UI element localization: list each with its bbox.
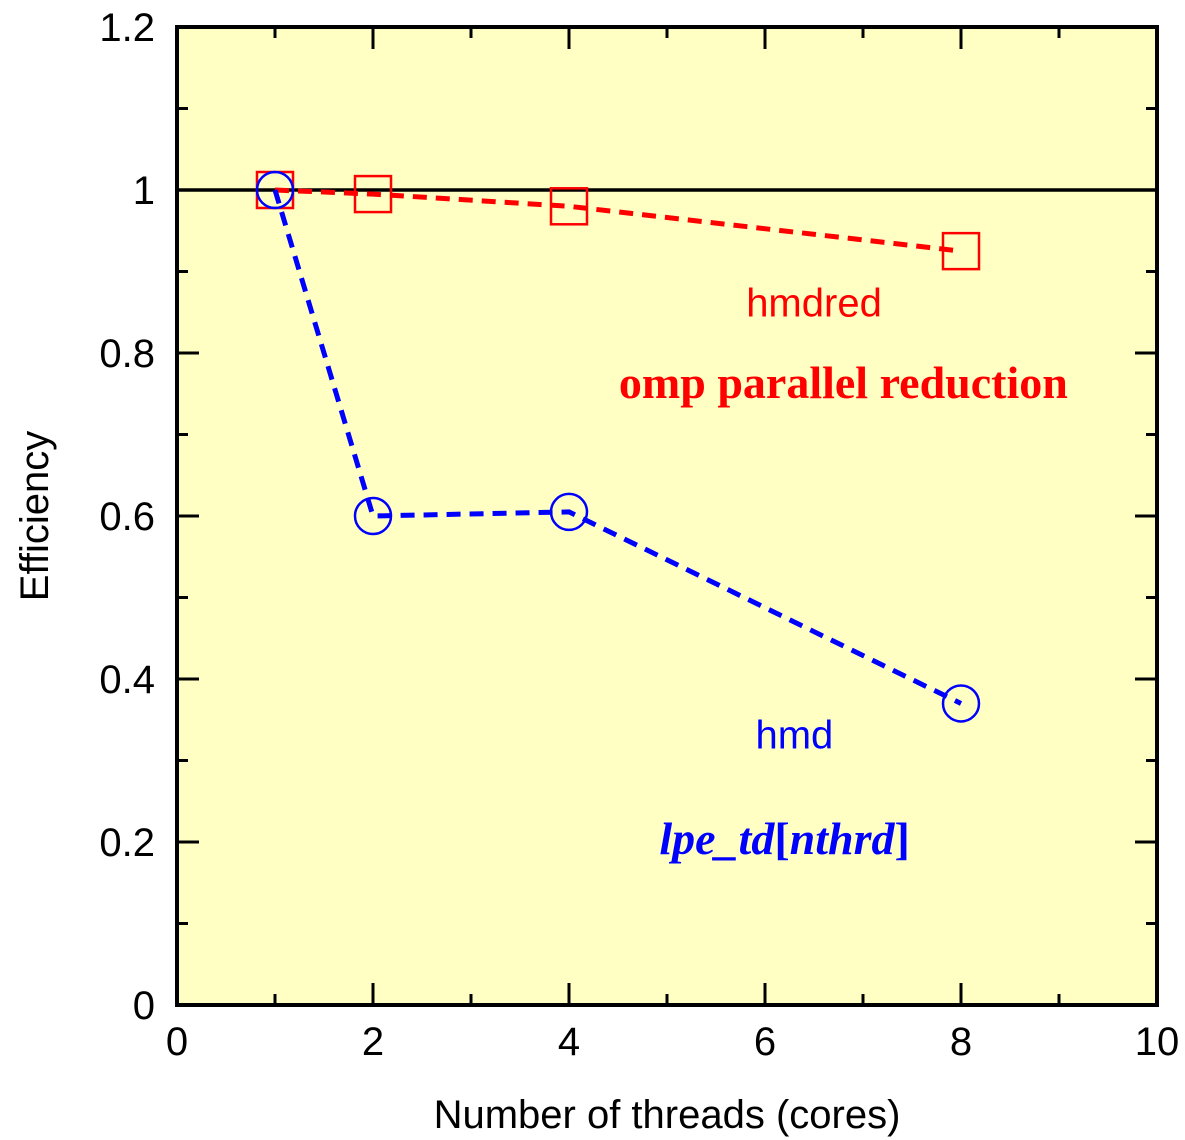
x-axis-title: Number of threads (cores) [434,1093,901,1137]
x-tick-label: 0 [166,1020,188,1064]
annotation-label: omp parallel reduction [619,357,1068,408]
y-tick-label: 0.2 [99,821,155,865]
annotation-label: hmdred [746,281,882,325]
y-tick-label: 0 [133,984,155,1028]
series-hmd [255,170,981,723]
y-tick-label: 0.8 [99,332,155,376]
series-line-hmdred [274,187,962,254]
data-point-square [353,174,393,214]
y-tick-label: 0.6 [99,495,155,539]
y-axis-title: Efficiency [13,431,57,601]
annotations: hmdred omp parallel reduction hmd lpe_td[nt… [619,281,1068,864]
data-point-circle [941,684,981,723]
x-tick-label: 8 [950,1020,972,1064]
data-point-circle [255,170,295,210]
data-point-square [941,231,981,271]
y-tick-label: 1.2 [99,6,155,50]
annotation-label: lpe_td[nthrd] [659,813,910,864]
annotation-label: hmd [755,713,833,757]
tick-labels: 0 2 4 6 8 10 0 0.2 0.4 0.6 0.8 1 1.2 [99,6,1179,1064]
series-layer [255,170,981,723]
x-tick-label: 10 [1135,1020,1180,1064]
y-tick-label: 0.4 [99,658,155,702]
x-tick-label: 6 [754,1020,776,1064]
y-tick-label: 1 [133,169,155,213]
data-point-square [549,187,589,226]
plot-frame [175,25,1159,1007]
series-line-hmd [272,189,963,706]
data-point-circle [549,492,589,532]
x-tick-label: 4 [558,1020,580,1064]
x-tick-label: 2 [362,1020,384,1064]
data-point-circle [353,496,393,536]
